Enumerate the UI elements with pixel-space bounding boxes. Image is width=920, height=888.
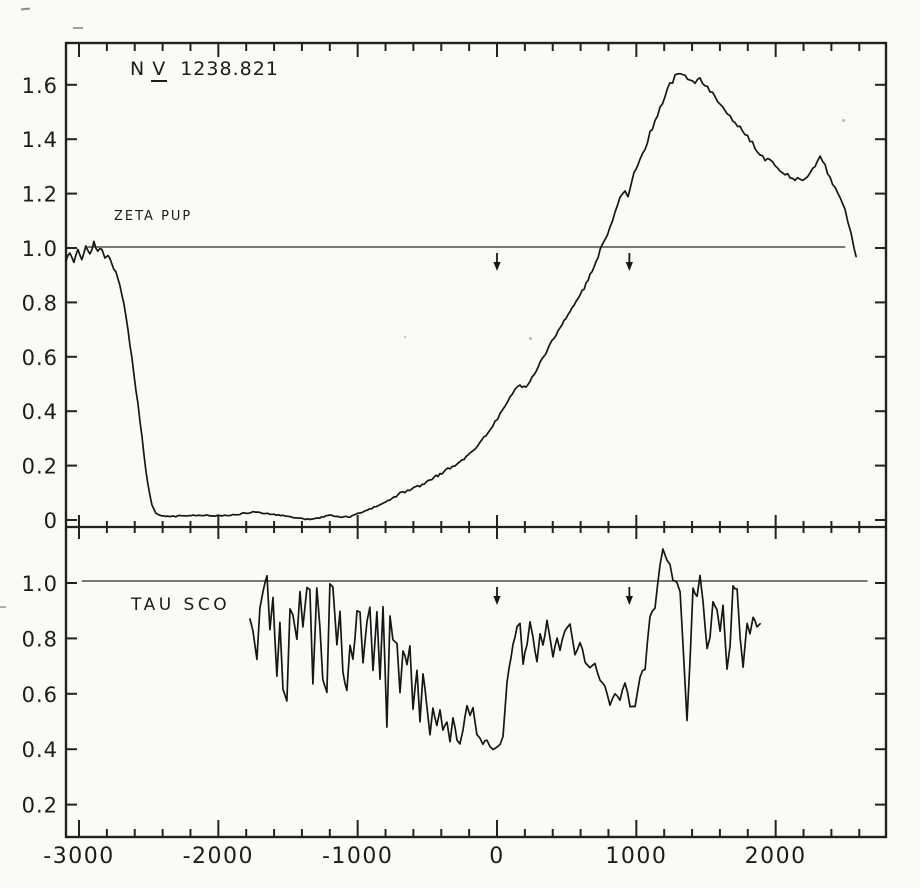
y-tick-label: 0.2 [22, 455, 58, 479]
y-tick-label: 0.4 [22, 738, 58, 762]
y-tick-label: 1.0 [22, 572, 58, 596]
y-tick-label: 1.4 [22, 128, 58, 152]
scan-speck [404, 336, 406, 338]
x-tick-label: -2000 [183, 844, 254, 869]
element-symbol: N [130, 58, 146, 80]
y-tick-label: 1.2 [22, 183, 58, 207]
y-tick-label: 0.6 [22, 683, 58, 707]
x-tick-label: 0 [489, 844, 505, 869]
y-tick-label: 1.6 [22, 74, 58, 98]
y-tick-label: 0.2 [22, 794, 58, 818]
wavelength-value: 1238.821 [180, 58, 279, 80]
rest-wavelength-arrow-head [625, 262, 633, 271]
x-tick-label: -3000 [43, 844, 114, 869]
rest-wavelength-arrow-head [493, 596, 501, 605]
scan-artifact [0, 606, 6, 608]
ionization-numeral: V [151, 58, 168, 82]
rest-wavelength-arrow-head [493, 262, 501, 271]
star-label-tau-sco: TAU SCO [131, 595, 231, 615]
y-tick-label: 0.8 [22, 291, 58, 315]
y-tick-label: 0 [44, 509, 58, 533]
x-tick-label: 1000 [605, 844, 667, 869]
x-tick-label: -1000 [322, 844, 393, 869]
x-tick-label: 2000 [745, 844, 807, 869]
plot-frame [64, 41, 888, 839]
scan-artifact [73, 27, 83, 29]
spectrum-trace-tau-sco [249, 548, 761, 751]
line-id-label: N V 1238.821 [130, 58, 279, 82]
y-tick-label: 0.6 [22, 346, 58, 370]
y-tick-label: 0.8 [22, 627, 58, 651]
y-tick-label: 0.4 [22, 400, 58, 424]
scan-speck [529, 337, 532, 340]
scan-speck [842, 119, 845, 122]
star-label-zeta-pup: ZETA PUP [114, 209, 193, 224]
spectrum-trace-zeta-pup [64, 72, 857, 521]
y-tick-label: 1.0 [22, 237, 58, 261]
rest-wavelength-arrow-head [625, 596, 633, 605]
